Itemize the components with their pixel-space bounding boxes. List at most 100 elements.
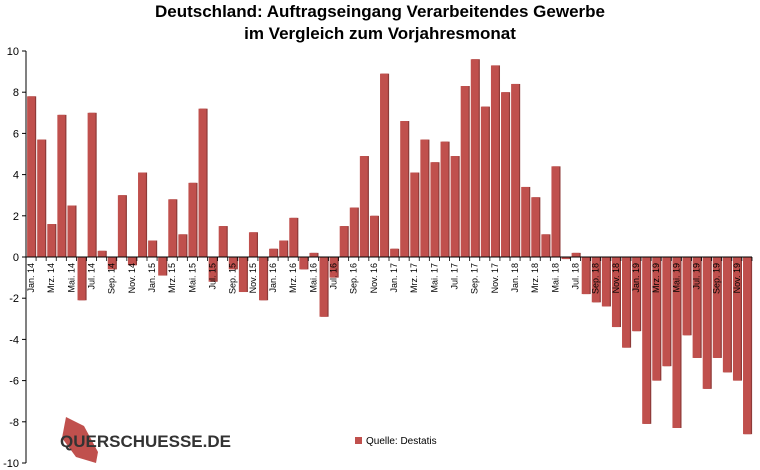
bar [601, 257, 610, 307]
y-tick-label: -8 [9, 417, 19, 429]
chart-title-line-1: Deutschland: Auftragseingang Verarbeiten… [155, 2, 605, 21]
bar [47, 224, 56, 257]
bar [390, 248, 398, 257]
x-tick-label: Jul. 17 [450, 263, 460, 290]
x-tick-label: Jan. 19 [631, 263, 641, 293]
bar [440, 141, 449, 257]
x-tick-label: Jan. 17 [389, 263, 399, 293]
bar [228, 257, 237, 270]
bar [652, 257, 661, 381]
legend-label: Quelle: Destatis [366, 436, 437, 447]
x-tick-label: Mrz. 16 [288, 263, 298, 293]
x-tick-label: Mai. 15 [187, 263, 197, 293]
x-tick-label: Jan. 14 [26, 263, 36, 293]
brand-logo: QUERSCHUESSE.DE [60, 417, 231, 463]
x-tick-label: Jul. 16 [329, 263, 339, 290]
bar [138, 172, 146, 257]
x-tick-label: Mai. 16 [308, 263, 318, 293]
bars-group [27, 59, 753, 435]
bar [319, 257, 328, 317]
x-tick-label: Jan. 15 [147, 263, 157, 293]
x-tick-label: Mrz. 18 [530, 263, 540, 293]
bar [470, 59, 479, 257]
x-axis: Jan. 14 Mrz. 14 Mai. 14 Jul. 14 Sep. 14 Nov. … [25, 256, 753, 294]
x-tick-label: Sep. 16 [349, 263, 359, 294]
legend: Quelle: Destatis [355, 436, 437, 447]
bar [97, 250, 106, 257]
bar [743, 257, 751, 435]
bar [662, 257, 671, 367]
bar [450, 156, 459, 257]
x-tick-label: Nov. 15 [248, 263, 258, 293]
bar [430, 162, 439, 257]
bar [642, 257, 651, 424]
legend-swatch [355, 437, 362, 444]
bar [77, 257, 86, 301]
bar [460, 86, 469, 258]
y-tick-label: 2 [13, 211, 19, 223]
bar [551, 166, 560, 257]
bar [480, 106, 489, 258]
bar [410, 172, 419, 257]
x-tick-label: Mrz. 19 [651, 263, 661, 293]
bar [87, 112, 96, 257]
x-tick-label: Jan. 16 [268, 263, 278, 293]
bar [67, 205, 76, 257]
x-tick-label: Jul. 18 [571, 263, 581, 290]
bar [248, 232, 257, 257]
bar [632, 257, 640, 332]
y-tick-label: -2 [9, 293, 19, 305]
bar [571, 252, 580, 257]
bar [27, 96, 35, 257]
bar [329, 257, 338, 278]
y-axis: -10 -8 -6 -4 -2 0 2 4 6 8 10 [3, 46, 27, 470]
x-tick-label: Sep. 17 [470, 263, 480, 294]
bar [682, 257, 691, 336]
bar [148, 240, 156, 257]
x-tick-label: Mai. 19 [671, 263, 681, 293]
x-tick-label: Jan. 18 [510, 263, 520, 293]
bar [269, 248, 277, 257]
bar [309, 252, 318, 257]
bar [238, 257, 247, 293]
x-tick-label: Jul. 14 [87, 263, 97, 290]
bar [158, 257, 167, 276]
x-tick-label: Mrz. 17 [409, 263, 419, 293]
y-tick-label: 6 [13, 128, 19, 140]
bar [279, 240, 288, 257]
bar [420, 139, 429, 257]
bar [501, 92, 509, 257]
y-tick-label: 10 [7, 46, 19, 58]
y-tick-label: 4 [13, 170, 19, 182]
bar [188, 182, 197, 257]
brand-mark-icon [62, 417, 98, 463]
bar [259, 257, 267, 301]
x-tick-label: Nov. 14 [127, 263, 137, 293]
bar [349, 207, 358, 257]
bar [57, 114, 66, 257]
brand-text: QUERSCHUESSE.DE [60, 432, 231, 451]
x-tick-label: Mai. 14 [66, 263, 76, 293]
y-tick-label: 0 [13, 252, 19, 264]
x-tick-label: Mrz. 14 [46, 263, 56, 293]
y-tick-label: -4 [9, 334, 19, 346]
bar [521, 186, 530, 257]
bar [289, 217, 298, 257]
bar [732, 257, 741, 381]
bar [692, 257, 701, 358]
x-tick-label: Sep. 15 [228, 263, 238, 294]
x-tick-label: Sep. 19 [712, 263, 722, 294]
bar [339, 226, 348, 257]
x-tick-label: Nov. 16 [369, 263, 379, 293]
y-tick-label: 8 [13, 87, 19, 99]
x-tick-label: Nov. 18 [611, 263, 621, 293]
bar [702, 257, 711, 389]
bar [581, 257, 590, 295]
bar [490, 65, 499, 257]
bar [380, 73, 388, 257]
x-tick-label: Mai. 17 [429, 263, 439, 293]
bar [531, 197, 540, 257]
x-tick-label: Mrz. 15 [167, 263, 177, 293]
bar [198, 108, 207, 258]
